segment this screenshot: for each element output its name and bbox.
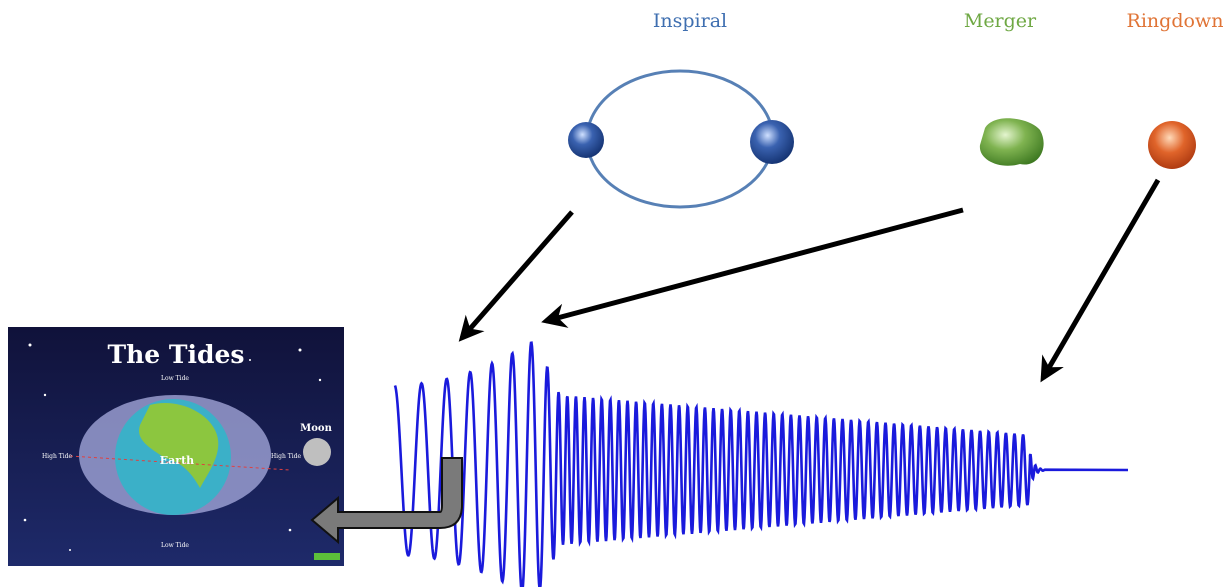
- moon-label: Moon: [300, 423, 332, 434]
- tide-label: Low Tide: [161, 542, 189, 549]
- tides-image: The Tides Earth Moon Low Tide Low Tide H…: [8, 327, 344, 566]
- tides-title: The Tides: [108, 340, 245, 369]
- tide-label: High Tide: [271, 453, 302, 460]
- phase-label: Inspiral: [653, 10, 727, 32]
- arrow: [546, 210, 963, 321]
- phase-label: Merger: [964, 10, 1037, 32]
- ringdown-body: [1148, 121, 1196, 169]
- moon: [303, 438, 331, 466]
- orbit: [587, 71, 773, 207]
- tide-label: High Tide: [42, 453, 73, 460]
- earth-label: Earth: [160, 454, 194, 467]
- black-hole: [568, 122, 604, 158]
- merger-blob: [980, 118, 1044, 165]
- arrows: [462, 180, 1158, 378]
- phase-label: Ringdown: [1127, 10, 1224, 32]
- black-hole: [750, 120, 794, 164]
- badge: [314, 553, 340, 560]
- diagram: Inspiral Merger Ringdown The Tides Earth…: [0, 0, 1230, 587]
- tide-label: Low Tide: [161, 375, 189, 382]
- arrow: [1043, 180, 1158, 378]
- waveform: [395, 343, 1128, 587]
